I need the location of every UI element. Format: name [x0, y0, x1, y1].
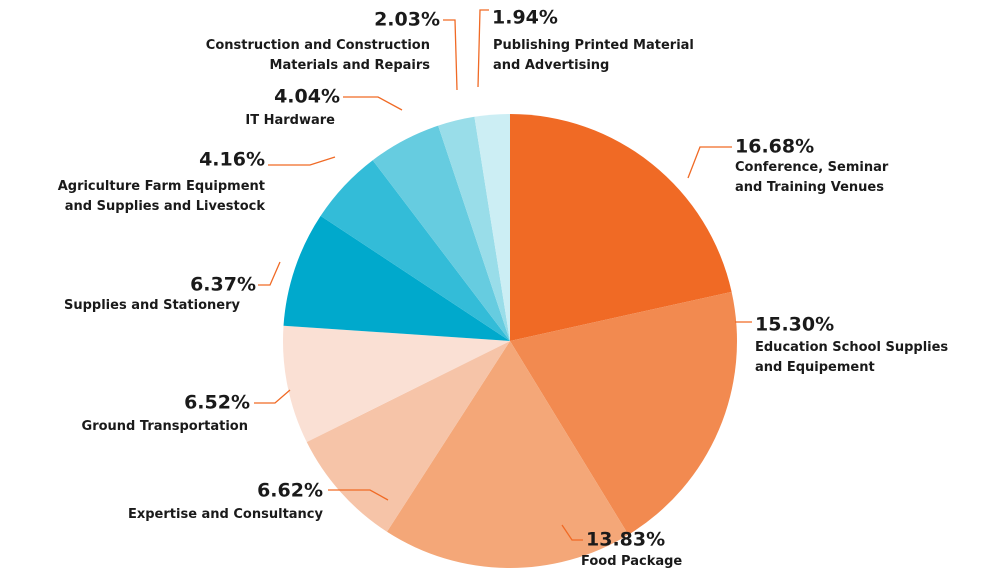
pie-slice	[320, 160, 510, 341]
category-label: Education School Supplies and Equipement	[755, 340, 948, 375]
pie-slice	[306, 341, 510, 532]
value-label: 6.52%	[184, 392, 250, 414]
category-label: Supplies and Stationery	[64, 298, 241, 313]
leader-line	[343, 96, 403, 111]
leader-line	[254, 389, 291, 404]
leader-line	[268, 156, 336, 166]
value-label: 15.30%	[755, 314, 834, 336]
category-label: Publishing Printed Material and Advertisi…	[493, 38, 694, 73]
leader-line	[561, 524, 583, 541]
value-label: 2.03%	[374, 9, 440, 31]
pie-slice	[283, 325, 510, 443]
pie-slice	[386, 341, 629, 568]
pie-slice	[510, 114, 732, 341]
pie-slice	[474, 114, 510, 341]
category-label: Agriculture Farm Equipment and Supplies a…	[58, 179, 266, 214]
value-label: 4.16%	[199, 149, 265, 171]
category-label: Conference, Seminar and Training Venues	[735, 160, 889, 195]
leader-line	[477, 9, 489, 88]
leader-line	[687, 146, 732, 179]
value-label: 6.62%	[257, 480, 323, 502]
leader-line	[328, 489, 389, 501]
value-label: 4.04%	[274, 86, 340, 108]
category-label: Ground Transportation	[82, 419, 248, 434]
leader-line	[258, 261, 281, 286]
category-label: Construction and Construction Materials a…	[206, 38, 430, 73]
category-label: Food Package	[581, 554, 682, 569]
pie-slice	[283, 215, 510, 341]
leader-line	[443, 19, 458, 91]
value-label: 6.37%	[190, 274, 256, 296]
value-label: 16.68%	[735, 136, 814, 158]
value-label: 1.94%	[492, 7, 558, 29]
value-label: 13.83%	[586, 529, 665, 551]
category-label: Expertise and Consultancy	[128, 507, 324, 522]
pie-slice	[372, 125, 510, 341]
pie-slice	[510, 291, 737, 535]
pie-slice	[438, 116, 510, 341]
category-label: IT Hardware	[245, 113, 335, 128]
